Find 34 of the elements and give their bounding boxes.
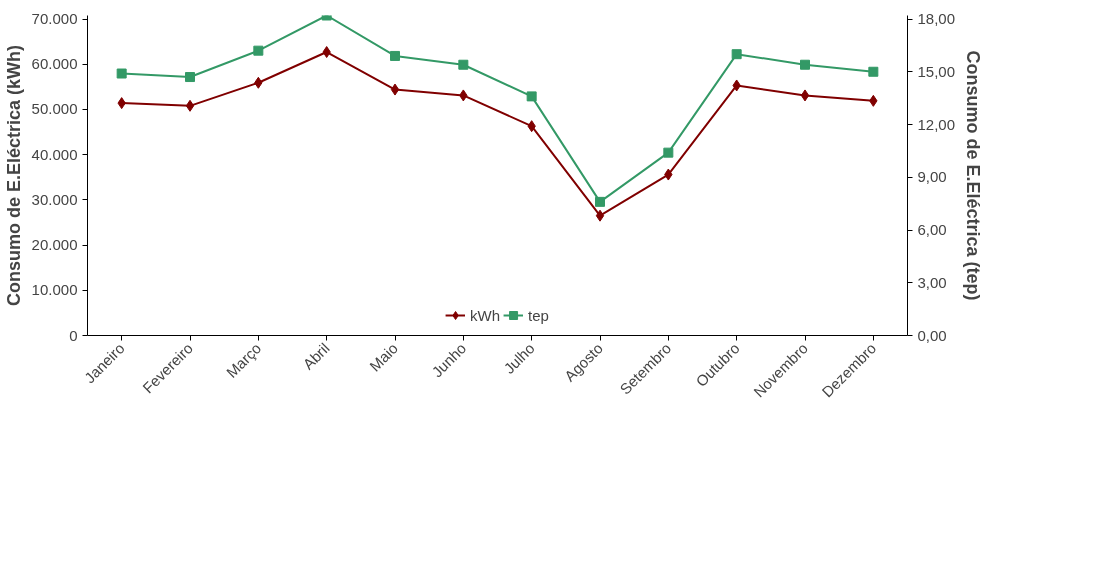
y2-tick-label: 15,00: [917, 62, 956, 80]
y-tick-label: 60.000: [31, 55, 78, 73]
y2-tick-label: 6,00: [917, 221, 947, 239]
point: [458, 59, 469, 70]
y-tick-label: 50.000: [31, 100, 78, 118]
y-tick-label: 30.000: [31, 190, 78, 208]
point: [116, 68, 127, 79]
y2-tick-label: 3,00: [917, 273, 947, 291]
point: [390, 83, 400, 96]
point: [731, 49, 742, 60]
y2-tick-label: 0,00: [917, 326, 947, 344]
y2-tick-label: 18,00: [917, 10, 956, 28]
point: [663, 147, 674, 158]
y-axis-title: Consumo de E.Eléctrica (kWh): [3, 44, 24, 307]
y2-tick-label: 12,00: [917, 115, 956, 133]
y-tick-label: 40.000: [31, 145, 78, 163]
y-tick-label: 70.000: [31, 10, 78, 28]
point: [595, 209, 605, 222]
point: [253, 45, 264, 56]
y-tick-label: 10.000: [31, 281, 78, 299]
point: [185, 99, 195, 112]
legend-label: kWh: [470, 306, 501, 324]
y-tick-label: 20.000: [31, 236, 78, 254]
point: [868, 66, 879, 77]
point: [185, 72, 195, 83]
point: [526, 91, 537, 102]
point: [800, 59, 810, 70]
y2-tick-label: 9,00: [917, 168, 947, 186]
y-tick-label: 0: [69, 326, 78, 344]
point: [595, 196, 605, 207]
point: [800, 89, 810, 102]
point: [390, 50, 400, 61]
legend-label: tep: [528, 306, 549, 324]
y2-axis-title: Consumo de E.Eléctrica (tep): [963, 50, 984, 301]
